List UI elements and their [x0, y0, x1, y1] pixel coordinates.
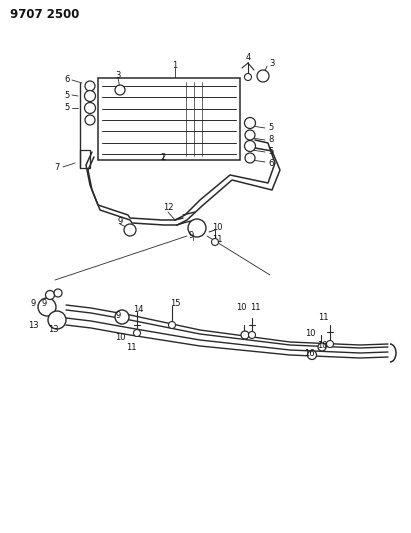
Text: 13: 13 [48, 326, 58, 335]
Circle shape [241, 331, 249, 339]
Circle shape [124, 224, 136, 236]
Text: 9: 9 [115, 311, 120, 320]
Circle shape [245, 74, 252, 80]
Circle shape [318, 343, 326, 351]
Text: 3: 3 [269, 59, 275, 68]
Circle shape [85, 91, 95, 101]
Circle shape [85, 115, 95, 125]
Text: 12: 12 [163, 204, 173, 213]
Text: 10: 10 [236, 303, 246, 312]
Circle shape [245, 130, 255, 140]
Circle shape [134, 329, 141, 336]
Text: 11: 11 [126, 343, 136, 352]
Text: 5: 5 [268, 148, 273, 157]
Circle shape [38, 298, 56, 316]
Text: 10: 10 [212, 223, 222, 232]
Circle shape [257, 70, 269, 82]
Text: 11: 11 [212, 236, 222, 245]
Circle shape [307, 351, 316, 359]
Text: 5: 5 [65, 103, 70, 112]
Text: 16: 16 [304, 349, 314, 358]
Circle shape [212, 238, 219, 246]
Circle shape [115, 85, 125, 95]
Bar [80, 150, 90, 168]
Text: 3: 3 [115, 70, 121, 79]
Circle shape [46, 290, 55, 300]
Text: 5: 5 [65, 91, 70, 100]
Circle shape [54, 289, 62, 297]
Text: 1: 1 [172, 61, 178, 69]
Text: 9: 9 [189, 230, 194, 239]
Text: 10: 10 [305, 328, 315, 337]
Circle shape [115, 310, 129, 324]
Circle shape [245, 141, 256, 151]
Circle shape [188, 219, 206, 237]
Text: 13: 13 [28, 320, 38, 329]
Text: 11: 11 [318, 313, 328, 322]
Text: 14: 14 [133, 305, 143, 314]
Circle shape [169, 321, 175, 328]
Text: 7: 7 [55, 163, 60, 172]
Text: 9: 9 [30, 298, 36, 308]
Text: 4: 4 [245, 53, 251, 62]
Circle shape [85, 102, 95, 114]
Text: 9: 9 [118, 216, 122, 225]
Circle shape [85, 81, 95, 91]
Text: 11: 11 [250, 303, 260, 312]
Text: 2: 2 [160, 152, 166, 161]
Text: 5: 5 [268, 124, 273, 133]
Bar [98, 78, 240, 160]
Circle shape [48, 311, 66, 329]
Text: 9707 2500: 9707 2500 [10, 7, 79, 20]
Text: 15: 15 [170, 298, 180, 308]
Circle shape [245, 117, 256, 128]
Text: 10: 10 [317, 342, 327, 351]
Circle shape [249, 332, 256, 338]
Circle shape [326, 341, 333, 348]
Text: 9: 9 [42, 298, 46, 308]
Text: 8: 8 [268, 135, 273, 144]
Text: 10: 10 [115, 334, 125, 343]
Text: 6: 6 [268, 158, 273, 167]
Text: 6: 6 [65, 76, 70, 85]
Circle shape [245, 153, 255, 163]
